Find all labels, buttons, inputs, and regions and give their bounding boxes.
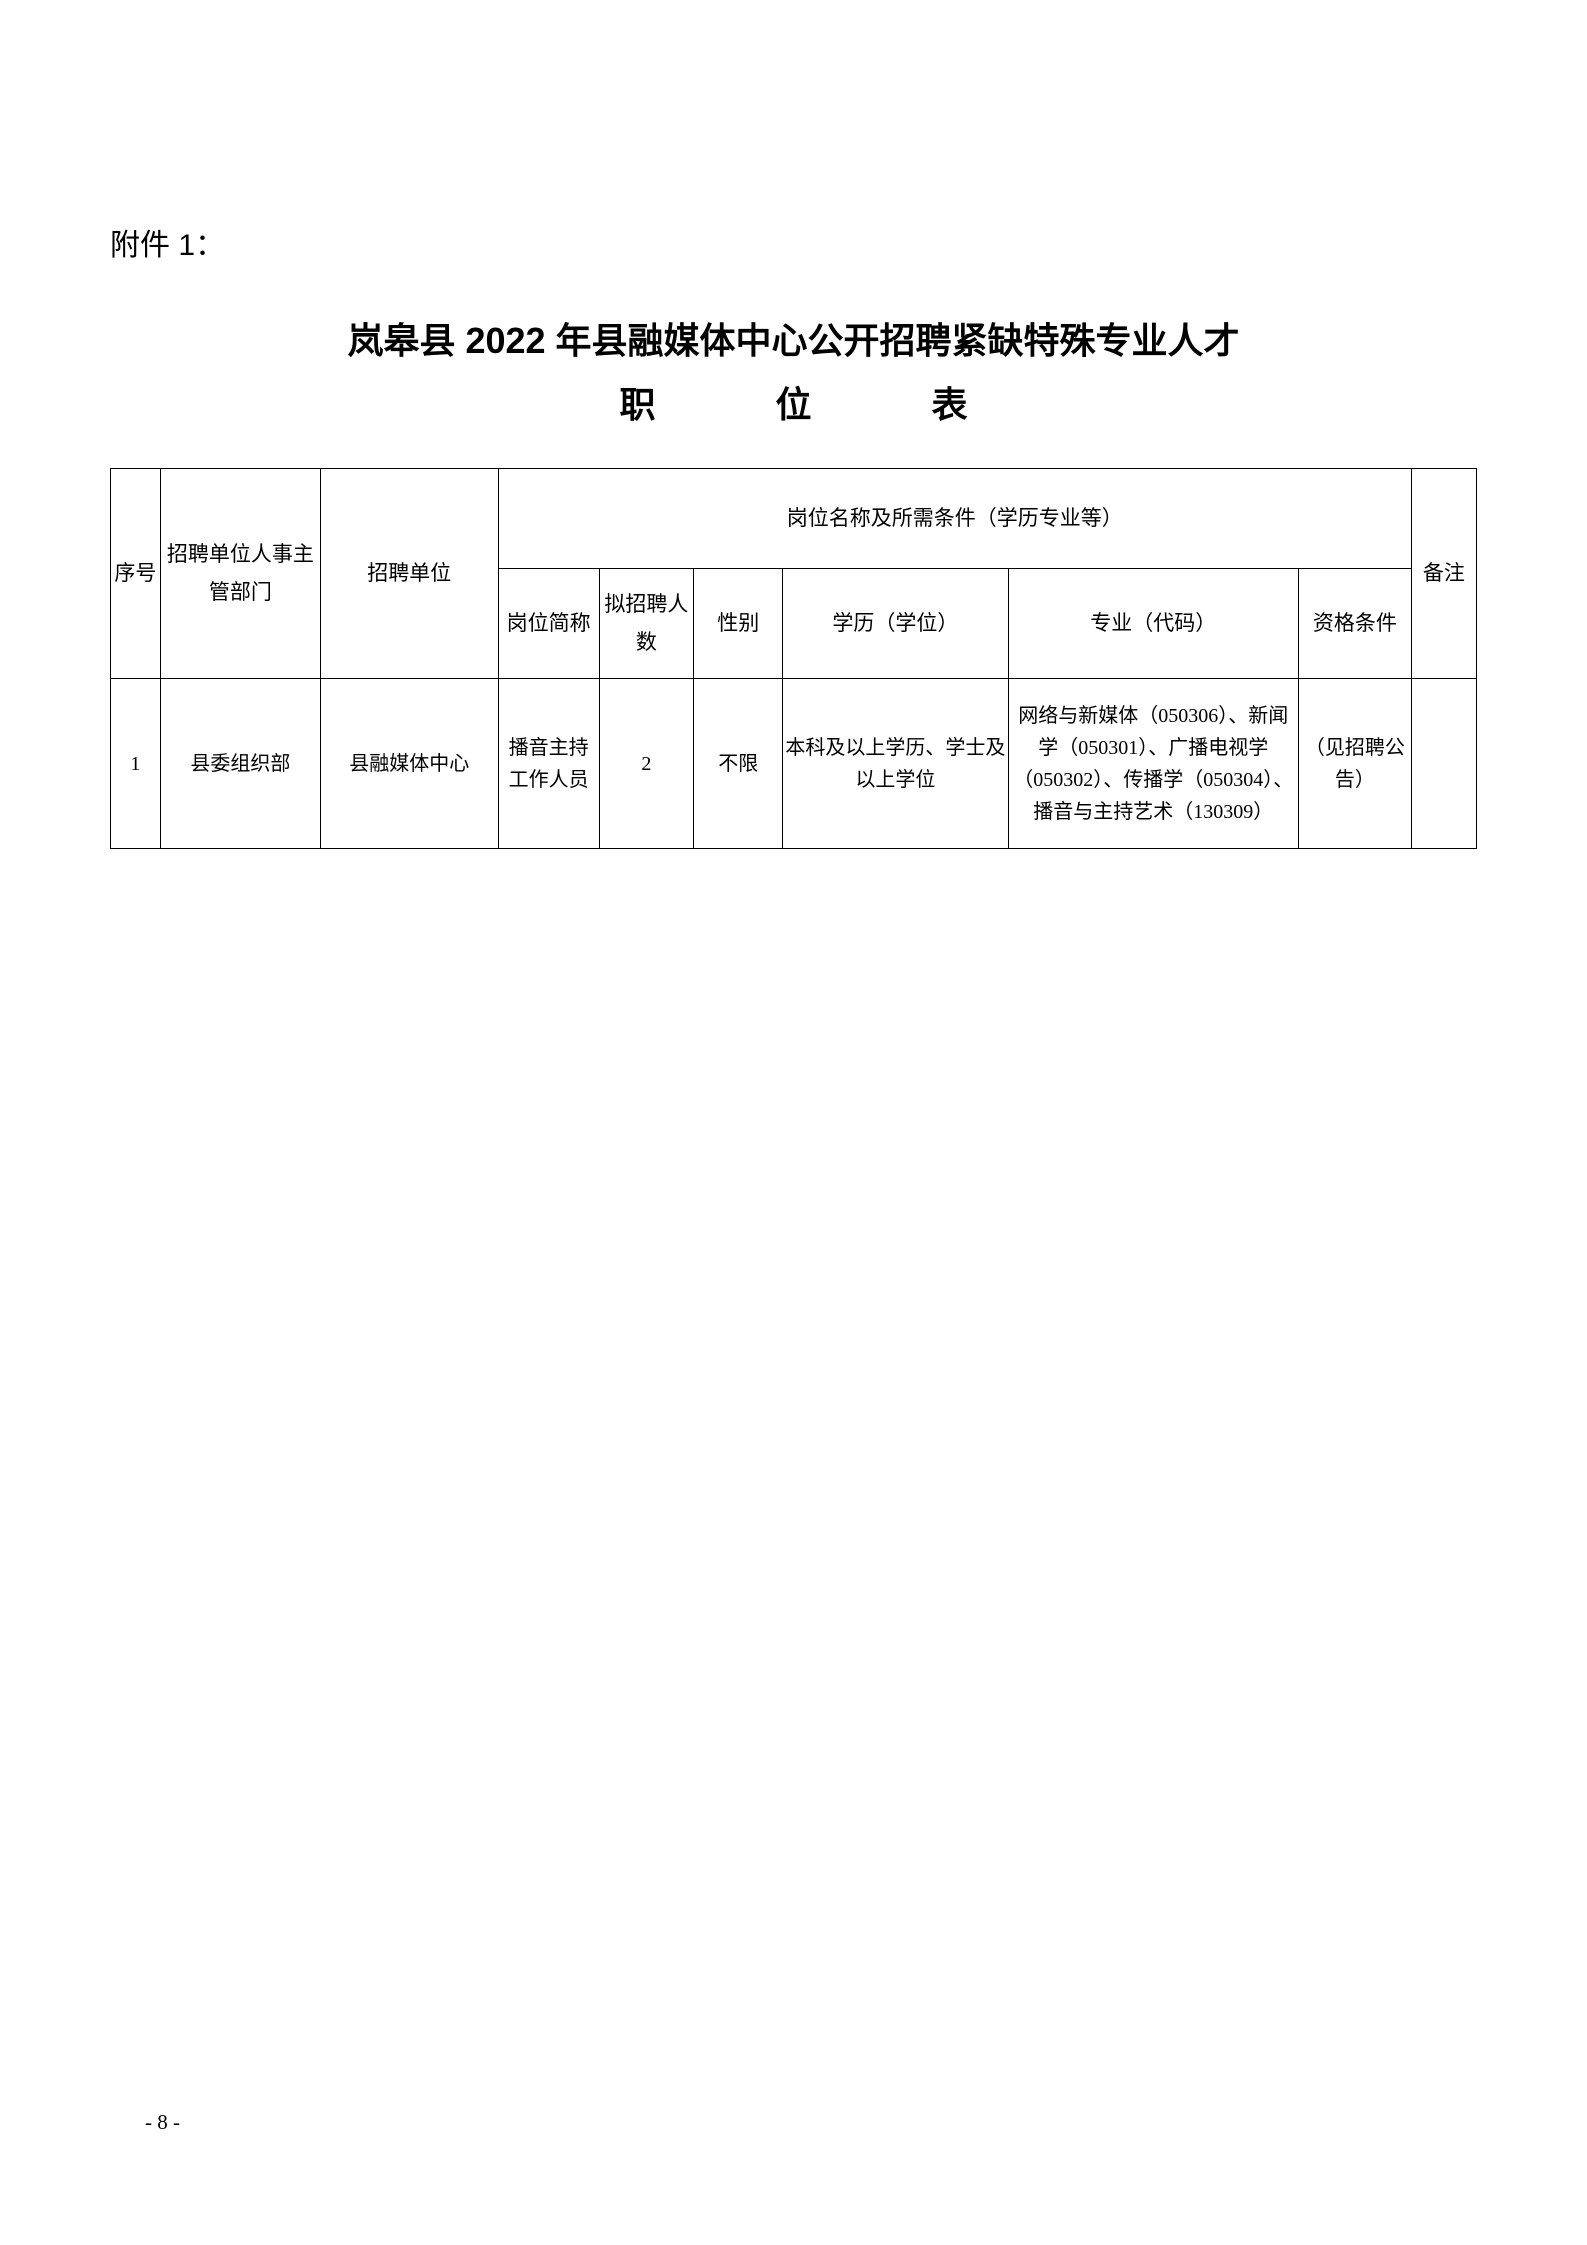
header-dept: 招聘单位人事主管部门 <box>160 469 320 679</box>
cell-dept: 县委组织部 <box>160 679 320 849</box>
header-major: 专业（代码） <box>1008 569 1299 679</box>
page-number: - 8 - <box>145 2110 180 2135</box>
cell-position: 播音主持工作人员 <box>498 679 599 849</box>
cell-gender: 不限 <box>694 679 783 849</box>
header-unit: 招聘单位 <box>320 469 498 679</box>
table-row: 1 县委组织部 县融媒体中心 播音主持工作人员 2 不限 本科及以上学历、学士及… <box>111 679 1477 849</box>
header-qualification: 资格条件 <box>1299 569 1412 679</box>
cell-number: 2 <box>599 679 694 849</box>
header-seq: 序号 <box>111 469 161 679</box>
header-number: 拟招聘人数 <box>599 569 694 679</box>
cell-education: 本科及以上学历、学士及以上学位 <box>783 679 1008 849</box>
cell-major: 网络与新媒体（050306）、新闻学（050301）、广播电视学（050302）… <box>1008 679 1299 849</box>
cell-qualification: （见招聘公告） <box>1299 679 1412 849</box>
cell-remark <box>1411 679 1476 849</box>
document-title-line2: 职位表 <box>110 376 1477 428</box>
header-conditions: 岗位名称及所需条件（学历专业等） <box>498 469 1411 569</box>
document-title-line1: 岚皋县 2022 年县融媒体中心公开招聘紧缺特殊专业人才 <box>110 314 1477 368</box>
header-position: 岗位简称 <box>498 569 599 679</box>
header-gender: 性别 <box>694 569 783 679</box>
header-education: 学历（学位） <box>783 569 1008 679</box>
position-table: 序号 招聘单位人事主管部门 招聘单位 岗位名称及所需条件（学历专业等） 备注 岗… <box>110 468 1477 849</box>
cell-unit: 县融媒体中心 <box>320 679 498 849</box>
cell-seq: 1 <box>111 679 161 849</box>
attachment-label: 附件 1： <box>110 220 1477 264</box>
header-remark: 备注 <box>1411 469 1476 679</box>
